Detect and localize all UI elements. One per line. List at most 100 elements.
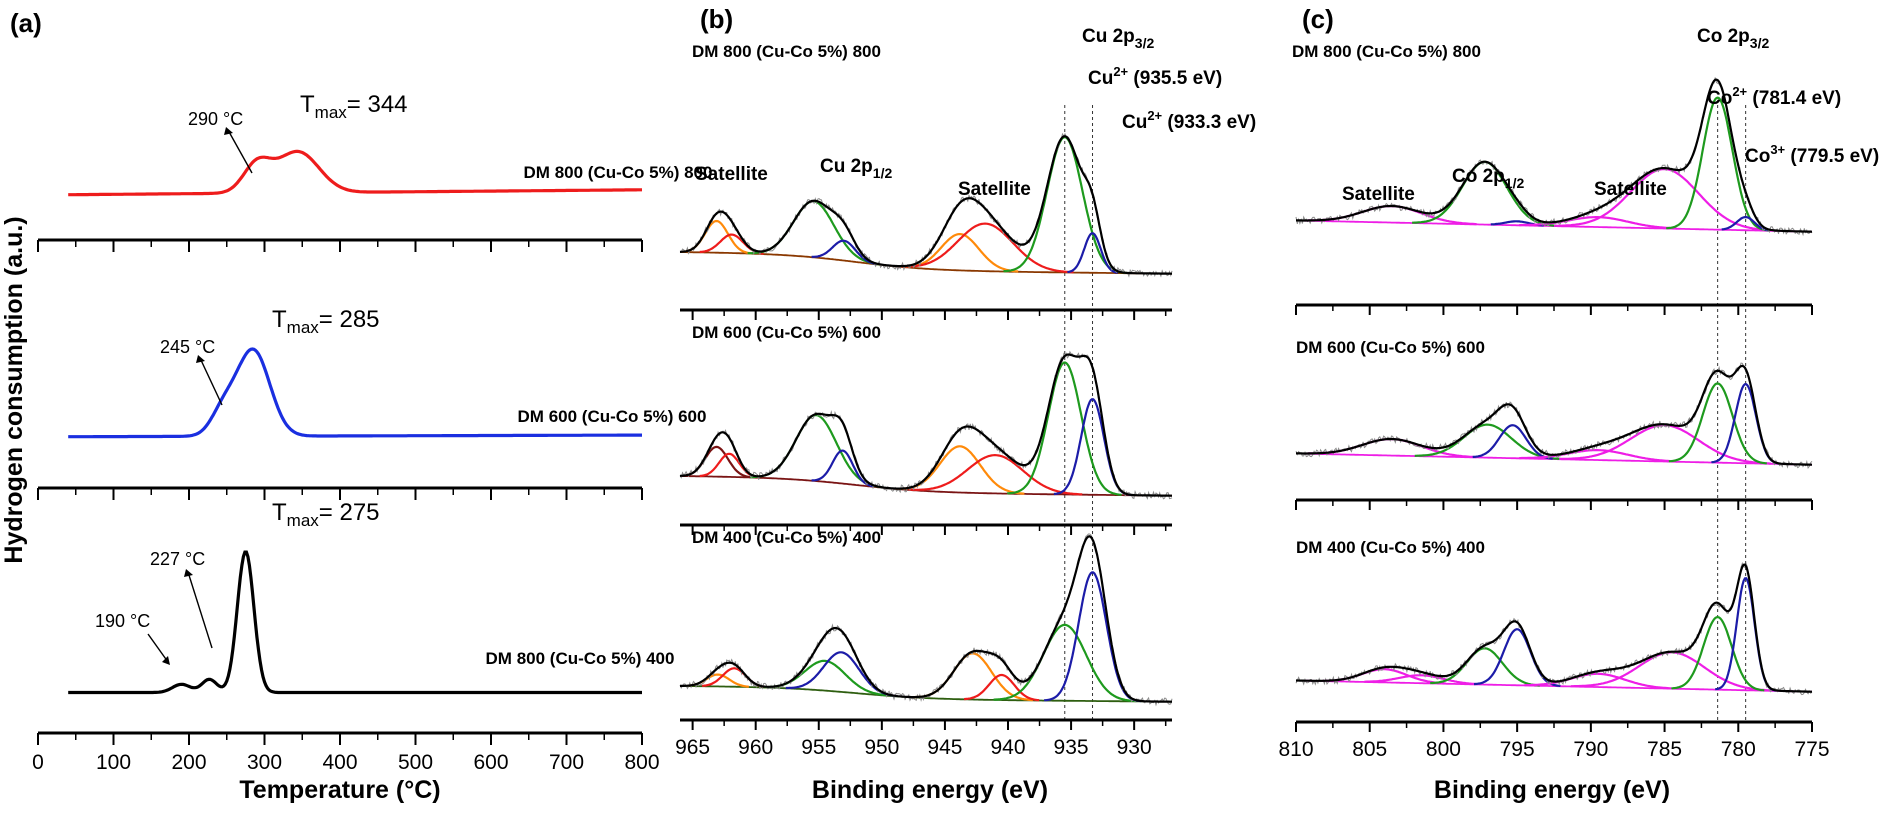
tpr-curves <box>68 149 642 695</box>
annotation-245: 245 °C <box>160 337 215 357</box>
arrow-head-icon <box>162 656 170 665</box>
x-tick-label: 930 <box>1117 736 1152 759</box>
cu2p-series-label-800: DM 800 (Cu-Co 5%) 800 <box>692 42 881 61</box>
fit-component-navy <box>1067 232 1119 274</box>
panel-label-b: (b) <box>700 4 733 34</box>
co2-781-label: Co2+ (781.4 eV) <box>1707 84 1841 109</box>
x-tick-label: 775 <box>1794 738 1829 761</box>
fit-envelope <box>1296 78 1812 233</box>
co-satellite-label-1: Satellite <box>1342 184 1415 205</box>
tpr-series-label-800: DM 800 (Cu-Co 5%) 800 <box>524 163 713 182</box>
x-tick-label: 785 <box>1647 738 1682 761</box>
tpr-curve-black <box>68 550 642 695</box>
annotation-190: 190 °C <box>95 611 150 631</box>
co2p-axes <box>1295 303 1813 732</box>
x-tick-label: 800 <box>1426 738 1461 761</box>
fit-component-navy <box>811 239 877 266</box>
x-tick-label: 805 <box>1352 738 1387 761</box>
fit-component-navy <box>811 449 874 488</box>
x-tick-label: 400 <box>322 751 357 774</box>
co3-779-label: Co3+ (779.5 eV) <box>1745 142 1879 167</box>
fit-component-green <box>993 623 1137 703</box>
x-tick-label: 500 <box>398 751 433 774</box>
x-tick-label: 940 <box>990 736 1025 759</box>
panel-c-co2p: 810 805 800 795 790 785 780 775 Binding energy … <box>1278 26 1879 804</box>
fit-envelope <box>1296 364 1812 466</box>
fit-component-red <box>908 453 1083 496</box>
background-line <box>1296 679 1812 693</box>
cu2p12-label: Cu 2p1/2 <box>820 156 892 181</box>
co2p-series-label-800: DM 800 (Cu-Co 5%) 800 <box>1292 42 1481 61</box>
fit-component-magenta <box>1519 449 1677 463</box>
co2p-curves <box>1295 77 1813 696</box>
annotation-arrow-190 <box>147 633 169 663</box>
arrow-head-icon <box>196 355 205 363</box>
fit-component-red <box>896 222 1074 274</box>
co2p-x-axis-title: Binding energy (eV) <box>1434 776 1670 804</box>
fit-component-navy <box>1473 628 1561 688</box>
raw-spectrum <box>679 132 1173 278</box>
tpr-x-axis-title: Temperature (°C) <box>239 776 440 804</box>
annotation-227: 227 °C <box>150 549 205 569</box>
cu2p-x-tick-labels: 965 960 955 950 945 940 935 930 <box>675 736 1152 759</box>
annotation-arrow-245 <box>199 357 223 406</box>
cu2-933-label: Cu2+ (933.3 eV) <box>1122 108 1256 133</box>
arrow-head-icon <box>224 127 233 135</box>
x-tick-label: 600 <box>473 751 508 774</box>
cu2p32-label: Cu 2p3/2 <box>1082 26 1154 51</box>
x-tick-label: 100 <box>96 751 131 774</box>
x-tick-label: 960 <box>738 736 773 759</box>
fit-component-green <box>1430 647 1540 687</box>
tmax-label-800: Tmax= 344 <box>300 91 408 122</box>
cu2p-axes <box>680 308 1172 730</box>
x-tick-label: 950 <box>864 736 899 759</box>
fit-component-green <box>1666 96 1770 232</box>
x-tick-label: 945 <box>927 736 962 759</box>
raw-spectrum <box>1295 561 1813 696</box>
annotation-arrow-227 <box>187 571 213 649</box>
fit-component-green <box>1671 615 1765 692</box>
x-tick-label: 795 <box>1500 738 1535 761</box>
x-tick-label: 0 <box>32 751 44 774</box>
co2p-series-label-600: DM 600 (Cu-Co 5%) 600 <box>1296 338 1485 357</box>
tpr-x-tick-labels: 0 100 200 300 400 500 600 700 800 <box>32 751 659 774</box>
x-tick-label: 935 <box>1054 736 1089 759</box>
panel-label-a: (a) <box>10 8 42 38</box>
fit-component-red <box>964 673 1040 702</box>
tpr-series-label-400: DM 800 (Cu-Co 5%) 400 <box>486 649 675 668</box>
panel-b-cu2p: 965 960 955 950 945 940 935 930 Binding energy … <box>675 26 1256 804</box>
fit-envelope <box>680 353 1172 497</box>
x-tick-label: 790 <box>1573 738 1608 761</box>
x-tick-label: 800 <box>624 751 659 774</box>
cu2p-series-label-600: DM 600 (Cu-Co 5%) 600 <box>692 323 881 342</box>
co2p12-label: Co 2p1/2 <box>1452 166 1524 191</box>
x-tick-label: 200 <box>171 751 206 774</box>
tmax-label-400: Tmax= 275 <box>272 499 380 530</box>
cu2p-x-axis-title: Binding energy (eV) <box>812 776 1048 804</box>
arrow-head-icon <box>184 569 193 577</box>
co-satellite-label-2: Satellite <box>1594 179 1667 200</box>
x-tick-label: 300 <box>247 751 282 774</box>
cu-satellite-label-1: Satellite <box>695 164 768 185</box>
cu2p-curves <box>679 132 1173 707</box>
cu2-935-label: Cu2+ (935.5 eV) <box>1088 64 1222 89</box>
x-tick-label: 965 <box>675 736 710 759</box>
cu2p-series-label-400: DM 400 (Cu-Co 5%) 400 <box>692 528 881 547</box>
x-tick-label: 955 <box>801 736 836 759</box>
background-line <box>680 475 1172 497</box>
tpr-series-label-600: DM 600 (Cu-Co 5%) 600 <box>518 407 707 426</box>
fit-component-green <box>1414 423 1561 460</box>
fit-component-green <box>1668 382 1767 465</box>
co2p-series-label-400: DM 400 (Cu-Co 5%) 400 <box>1296 538 1485 557</box>
annotation-arrow-290 <box>227 129 253 174</box>
fit-component-navy <box>1721 216 1770 232</box>
x-tick-label: 810 <box>1278 738 1313 761</box>
x-tick-label: 700 <box>549 751 584 774</box>
co2p32-label: Co 2p3/2 <box>1697 26 1769 51</box>
fit-envelope <box>680 535 1172 703</box>
tmax-label-600: Tmax= 285 <box>272 306 380 337</box>
fit-component-green <box>1007 361 1122 496</box>
tpr-axes <box>37 238 643 745</box>
fit-envelope <box>1296 563 1812 693</box>
